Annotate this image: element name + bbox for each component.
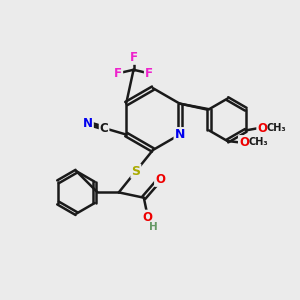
Text: CH₃: CH₃ <box>267 123 286 133</box>
Text: O: O <box>142 211 152 224</box>
Text: F: F <box>145 67 153 80</box>
Text: C: C <box>100 122 109 135</box>
Text: N: N <box>175 128 185 141</box>
Text: F: F <box>130 51 137 64</box>
Text: H: H <box>149 222 158 232</box>
Text: CH₃: CH₃ <box>248 137 268 148</box>
Text: N: N <box>83 117 93 130</box>
Text: O: O <box>239 136 249 149</box>
Text: O: O <box>155 173 165 186</box>
Text: S: S <box>131 165 140 178</box>
Text: O: O <box>257 122 267 135</box>
Text: F: F <box>114 67 122 80</box>
